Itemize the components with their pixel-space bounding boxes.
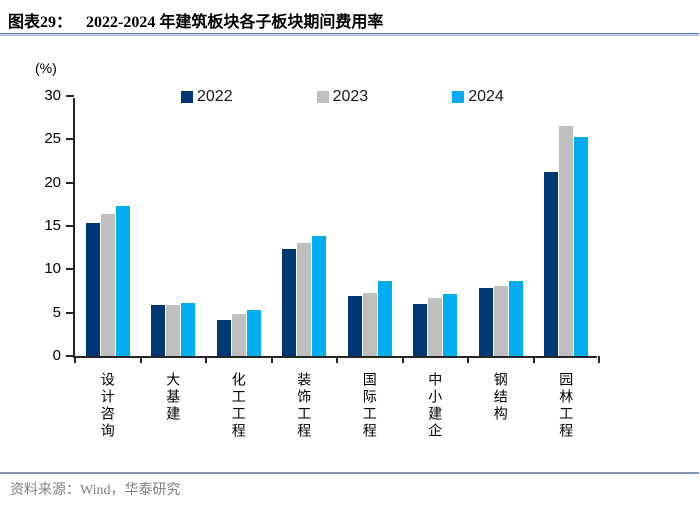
- bar-2023-大基建: [166, 304, 181, 356]
- bar-group-园林工程: [534, 98, 600, 356]
- figure-title-prefix: 图表29：: [8, 14, 73, 31]
- figure-title-text: 2022-2024 年建筑板块各子板块期间费用率: [86, 14, 384, 31]
- x-label-cell-装饰工程: 装饰工程: [270, 372, 336, 440]
- bar-2023-化工工程: [231, 314, 246, 356]
- x-label-钢结构: 钢结构: [491, 372, 507, 423]
- bar-2024-化工工程: [246, 310, 261, 356]
- x-tick-mark-5: [401, 356, 404, 363]
- x-label-设计咨询: 设计咨询: [98, 372, 114, 440]
- x-label-cell-化工工程: 化工工程: [204, 372, 270, 440]
- y-tick-label-30: 30: [44, 87, 61, 104]
- bar-2023-钢结构: [493, 285, 508, 356]
- x-tick-mark-0: [74, 356, 76, 363]
- y-tick-label-5: 5: [52, 303, 61, 321]
- x-label-cell-设计咨询: 设计咨询: [73, 372, 139, 440]
- bar-2024-园林工程: [574, 136, 589, 356]
- bar-group-设计咨询: [75, 98, 141, 356]
- bar-2023-园林工程: [559, 126, 574, 356]
- x-tick-mark-2: [205, 356, 207, 363]
- y-tick-mark-10: [66, 268, 74, 271]
- source-note: 资料来源：Wind，华泰研究: [10, 483, 181, 498]
- x-label-cell-中小建企: 中小建企: [401, 372, 467, 440]
- y-tick-mark-20: [66, 181, 74, 184]
- bar-group-中小建企: [403, 98, 469, 356]
- x-label-化工工程: 化工工程: [229, 372, 245, 440]
- x-label-cell-钢结构: 钢结构: [466, 372, 532, 423]
- x-label-大基建: 大基建: [164, 372, 180, 423]
- x-label-cell-园林工程: 园林工程: [532, 372, 598, 440]
- bar-group-化工工程: [206, 98, 272, 356]
- x-label-装饰工程: 装饰工程: [295, 372, 311, 440]
- legend-swatch-2022: [181, 91, 193, 103]
- bar-2022-装饰工程: [282, 248, 297, 356]
- x-tick-mark-3: [270, 356, 273, 363]
- y-tick-label-0: 0: [52, 347, 61, 364]
- x-tick-mark-1: [139, 356, 142, 363]
- bar-2022-化工工程: [216, 319, 231, 356]
- chart-legend: 2022 2023 2024: [181, 89, 504, 105]
- bar-2022-大基建: [151, 304, 166, 356]
- bar-2024-大基建: [181, 303, 196, 356]
- title-divider: [0, 32, 699, 36]
- plot-area: 0 5 10 15 20 25 30: [44, 88, 600, 363]
- x-tick-mark-8: [598, 356, 600, 363]
- bar-group-国际工程: [337, 98, 403, 356]
- legend-item-2022: 2022: [181, 89, 233, 105]
- legend-label-2022: 2022: [197, 88, 233, 105]
- bar-2024-设计咨询: [115, 206, 130, 356]
- x-axis-labels: 设计咨询 大基建 化工工程 装饰工程 国际工程 中小建企 钢结构 园林工程: [73, 372, 597, 460]
- y-tick-label-10: 10: [44, 260, 61, 278]
- y-tick-label-20: 20: [44, 173, 61, 191]
- x-tick-mark-4: [336, 356, 338, 363]
- bar-2024-中小建企: [443, 294, 458, 356]
- legend-swatch-2023: [316, 91, 329, 103]
- legend-label-2024: 2024: [468, 88, 504, 105]
- bar-2024-装饰工程: [312, 235, 327, 356]
- bar-2023-国际工程: [362, 292, 377, 356]
- figure-title: 图表29： 2022-2024 年建筑板块各子板块期间费用率: [8, 8, 692, 32]
- y-tick-mark-5: [66, 311, 74, 314]
- y-tick-mark-30: [66, 95, 74, 97]
- bar-group-钢结构: [468, 98, 534, 356]
- bar-group-大基建: [141, 98, 207, 356]
- legend-swatch-2024: [452, 91, 465, 103]
- legend-label-2023: 2023: [332, 88, 369, 105]
- y-axis-unit-label: (%): [35, 60, 57, 76]
- bar-2023-设计咨询: [100, 213, 115, 356]
- footer-divider: [0, 472, 699, 474]
- x-label-cell-国际工程: 国际工程: [335, 372, 401, 440]
- y-tick-mark-15: [66, 225, 74, 227]
- legend-item-2023: 2023: [316, 88, 369, 105]
- x-tick-mark-7: [532, 356, 535, 363]
- bar-2022-设计咨询: [85, 223, 100, 356]
- bar-2023-中小建企: [428, 297, 443, 356]
- x-label-国际工程: 国际工程: [360, 372, 376, 440]
- bar-2022-园林工程: [544, 172, 559, 356]
- y-tick-mark-0: [66, 355, 74, 357]
- x-tick-mark-6: [467, 356, 469, 363]
- bar-group-装饰工程: [272, 98, 338, 356]
- bar-2024-国际工程: [377, 280, 392, 356]
- y-tick-mark-25: [66, 138, 74, 141]
- bar-2024-钢结构: [508, 281, 523, 356]
- x-label-园林工程: 园林工程: [557, 372, 573, 440]
- legend-item-2024: 2024: [452, 89, 504, 105]
- bar-2022-国际工程: [347, 296, 362, 356]
- x-label-中小建企: 中小建企: [426, 372, 442, 440]
- bar-2022-中小建企: [413, 304, 428, 356]
- y-tick-label-25: 25: [44, 130, 61, 148]
- y-tick-label-15: 15: [44, 217, 61, 234]
- bar-2023-装饰工程: [297, 243, 312, 356]
- bar-2022-钢结构: [478, 287, 493, 356]
- x-label-cell-大基建: 大基建: [139, 372, 205, 423]
